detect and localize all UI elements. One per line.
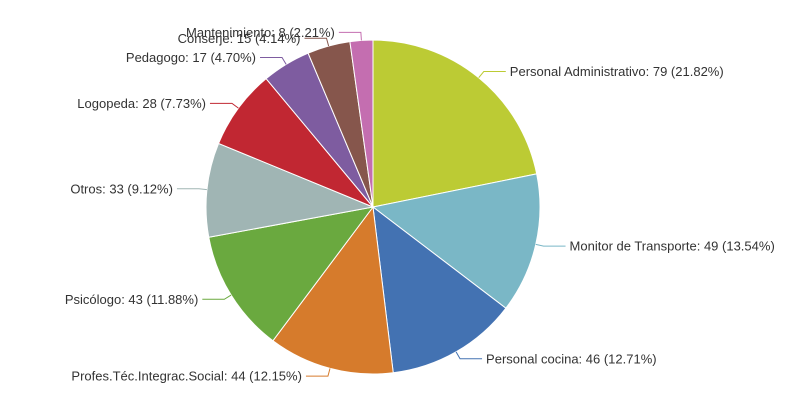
slice-label-personal-cocina: Personal cocina: 46 (12.71%)	[486, 351, 657, 366]
slice-label-logopeda: Logopeda: 28 (7.73%)	[77, 96, 206, 111]
slice-label-monitor-de-transporte: Monitor de Transporte: 49 (13.54%)	[570, 239, 775, 254]
slice-label-pedagogo: Pedagogo: 17 (4.70%)	[126, 50, 256, 65]
leader-line-personal-cocina	[455, 351, 483, 360]
slice-label-mantenimiento: Mantenimiento: 8 (2.21%)	[186, 25, 335, 40]
leader-line-profes-tec-integrac-social	[305, 368, 331, 377]
slice-label-profes-tec-integrac-social: Profes.Téc.Integrac.Social: 44 (12.15%)	[71, 369, 302, 384]
slice-label-otros: Otros: 33 (9.12%)	[70, 181, 173, 196]
leader-line-monitor-de-transporte	[535, 243, 566, 247]
slice-label-conserje: Conserje: 15 (4.14%)	[178, 31, 301, 46]
pie-slice-mantenimiento[interactable]	[349, 39, 374, 208]
slice-label-psicologo: Psicólogo: 43 (11.88%)	[65, 292, 198, 307]
pie-slice-psicologo[interactable]	[208, 206, 375, 342]
leader-line-otros	[176, 188, 207, 191]
slice-label-personal-administrativo: Personal Administrativo: 79 (21.82%)	[510, 64, 724, 79]
leader-line-logopeda	[209, 102, 239, 109]
pie-slice-personal-cocina[interactable]	[372, 205, 507, 374]
pie-slices	[205, 39, 541, 375]
pie-slice-monitor-de-transporte[interactable]	[371, 173, 541, 309]
leader-line-personal-administrativo	[478, 71, 506, 79]
pie-labels: Personal Administrativo: 79 (21.82%) Moni…	[65, 25, 775, 384]
leader-line-conserje	[304, 37, 330, 47]
leader-line-pedagogo	[260, 57, 287, 65]
leader-line-mantenimiento	[338, 31, 362, 41]
leader-line-psicologo	[202, 294, 232, 300]
pie-slice-otros[interactable]	[205, 142, 375, 238]
